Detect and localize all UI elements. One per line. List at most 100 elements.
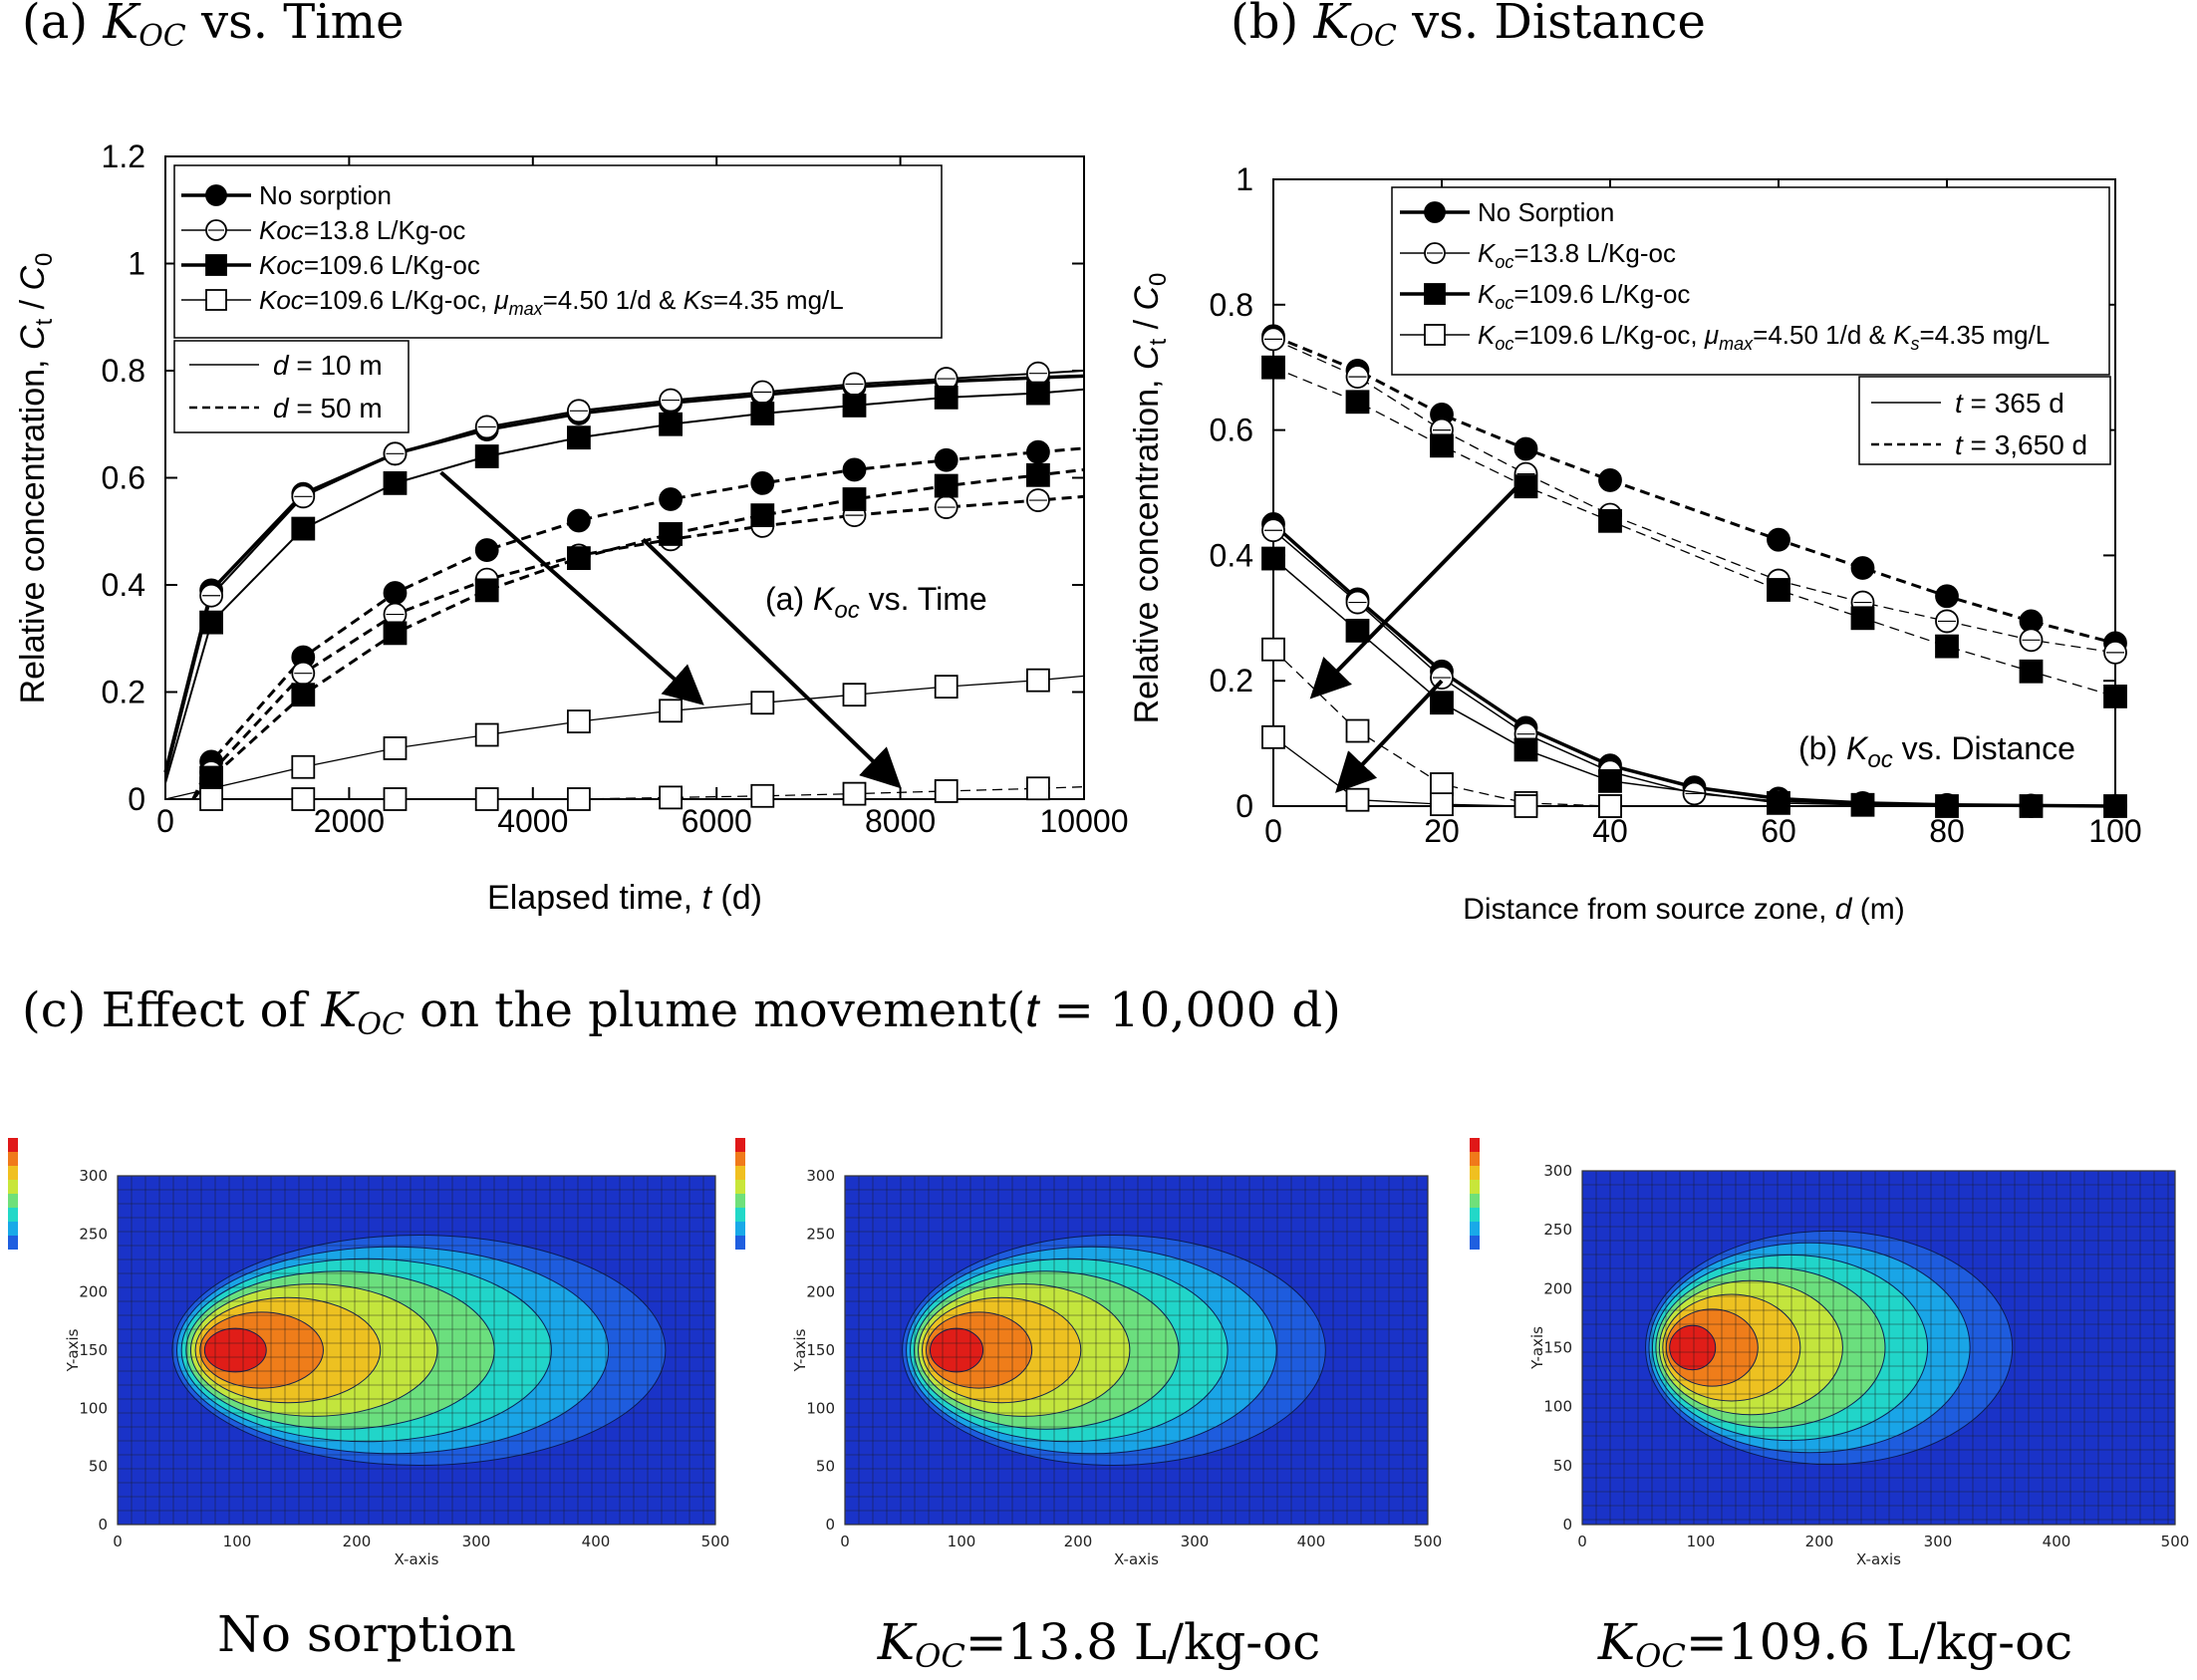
chart-b-xtick-label: 0	[1264, 813, 1282, 849]
chart-b-line-legend-var: t	[1955, 388, 1964, 419]
plume-2-colorbar-swatch	[735, 1222, 745, 1236]
chart-a-line-legend-var: d	[273, 350, 290, 381]
chart-a-point	[750, 783, 775, 808]
plume-3-ytick-label: 200	[1543, 1279, 1572, 1297]
chart-a-line-legend-var: d	[273, 393, 290, 423]
chart-a-point	[842, 457, 867, 482]
chart-a-point	[291, 516, 316, 541]
chart-a-point	[750, 503, 775, 528]
panel-a-title: (a) KOC vs. Time	[22, 0, 405, 54]
plume-3-frame	[1581, 1170, 2176, 1526]
plume-2-ytick-label: 50	[816, 1458, 835, 1476]
plume-2-ylabel: Y-axis	[791, 1328, 809, 1372]
chart-a-point	[567, 546, 591, 571]
chart-b-legend-box	[1391, 186, 2110, 376]
chart-a-series-line	[191, 467, 1085, 800]
chart-a-point	[291, 661, 316, 686]
plume-2-colorbar-swatch	[735, 1194, 745, 1208]
chart-b-point	[2103, 640, 2127, 665]
chart-a-point	[934, 385, 959, 410]
chart-a-ytick-label: 1.2	[102, 139, 145, 174]
plume-2-ytick-label: 300	[806, 1167, 835, 1185]
plume-3-ytick-label: 100	[1543, 1398, 1572, 1416]
chart-a-legend-label: Koc=13.8 L/Kg-oc	[259, 215, 465, 245]
plume-3-colorbar-swatch	[1470, 1194, 1480, 1208]
chart-a-line-legend-text: = 10 m	[289, 350, 383, 381]
chart-a-point	[842, 372, 867, 397]
plume-1-xtick-label: 400	[582, 1533, 611, 1550]
chart-b-ytick-label: 0.2	[1210, 663, 1253, 699]
chart-a-legend-marker	[205, 219, 227, 241]
chart-b-ytick-label: 1	[1236, 161, 1253, 197]
chart-b-legend-end: =4.35 mg/L	[1919, 320, 2050, 350]
chart-a-point	[474, 444, 499, 468]
chart-a-point	[842, 487, 867, 511]
chart-a-point-shape	[842, 457, 867, 482]
chart-b-arrow	[1309, 484, 1519, 700]
chart-b-xtick-label: 20	[1424, 813, 1460, 849]
chart-a-legend-marker	[205, 184, 227, 206]
chart-b-legend-sub: oc	[1495, 293, 1513, 313]
chart-a-point	[1026, 776, 1050, 801]
chart-b-point	[1345, 365, 1370, 390]
plume-1-colorbar-swatch	[8, 1208, 18, 1222]
plume-3-xtick-label: 0	[1577, 1533, 1587, 1550]
chart-a-series-line	[164, 675, 1085, 800]
chart-b-legend-k: K	[1478, 238, 1497, 268]
plume-1-ytick-label: 300	[79, 1167, 108, 1185]
chart-b-point-shape	[1598, 468, 1622, 492]
chart-a-point	[750, 402, 775, 425]
chart-a-legend-mu: μ	[493, 285, 508, 315]
chart-b-legend-sub: oc	[1495, 252, 1513, 272]
plume-3-xtick-label: 100	[1687, 1533, 1716, 1550]
chart-a-line-legend-text: = 50 m	[289, 393, 383, 423]
chart-b-point	[1513, 794, 1538, 818]
chart-b-point	[1598, 794, 1622, 818]
chart-a-legend-k2: Ks	[684, 285, 713, 315]
plume-3-xtick-label: 400	[2043, 1533, 2071, 1550]
chart-a-point	[934, 495, 959, 519]
plume-2-xtick-label: 200	[1064, 1533, 1093, 1550]
chart-a-legend-label: Koc=109.6 L/Kg-oc, μmax=4.50 1/d & Ks=4.…	[259, 285, 844, 319]
chart-a-point	[750, 380, 775, 405]
chart-b-legend-sub: oc	[1495, 334, 1513, 354]
chart-b-point	[1261, 355, 1285, 380]
chart-a-point	[1026, 462, 1050, 487]
chart-a-ytick-label: 0.2	[102, 675, 145, 710]
chart-a-point	[567, 399, 591, 423]
chart-a-line-legend-label: d = 50 m	[273, 393, 383, 423]
plume-2-ytick-label: 100	[806, 1399, 835, 1417]
chart-b-ytick-label: 0.4	[1210, 537, 1253, 573]
chart-b-legend-k: K	[1478, 279, 1497, 309]
chart-b-legend-marker	[1424, 283, 1446, 305]
chart-b-legend-k2-sub: s	[1910, 334, 1919, 354]
chart-b-point	[1935, 794, 1959, 818]
chart-b-line-legend-label: t = 365 d	[1955, 388, 2064, 419]
chart-a-point	[934, 473, 959, 498]
chart-a-point	[474, 722, 499, 747]
chart-b-legend-marker	[1424, 324, 1446, 346]
plume-caption-3: KOC=109.6 L/kg-oc	[1597, 1613, 2072, 1675]
chart-b-xtick-label: 100	[2088, 813, 2141, 849]
chart-a-xtick-label: 2000	[314, 803, 385, 839]
plume-1-ytick-label: 200	[79, 1283, 108, 1301]
chart-b-point	[2103, 794, 2127, 818]
plume-1-contour	[203, 1327, 267, 1373]
chart-a-point	[659, 388, 683, 413]
chart-a-line-legend-box	[173, 340, 410, 433]
chart-a-xtick-label: 10000	[1040, 803, 1129, 839]
panel-c-title: (c) Effect of KOC on the plume movement(…	[22, 982, 1341, 1042]
chart-a-point-shape	[659, 487, 683, 511]
chart-a-series-line	[191, 494, 1085, 800]
chart-a-point	[474, 578, 499, 603]
chart-b-point	[1513, 474, 1538, 499]
plume-1-frame	[117, 1175, 716, 1526]
chart-b-point	[1261, 637, 1285, 662]
plume-3-xtick-label: 500	[2161, 1533, 2190, 1550]
plume-1-colorbar-swatch	[8, 1166, 18, 1180]
chart-a-point	[567, 508, 591, 533]
plume-3-ytick-label: 250	[1543, 1221, 1572, 1239]
chart-a-point	[291, 683, 316, 707]
plume-3-contour	[1669, 1324, 1717, 1371]
plume-2-colorbar-swatch	[735, 1180, 745, 1194]
